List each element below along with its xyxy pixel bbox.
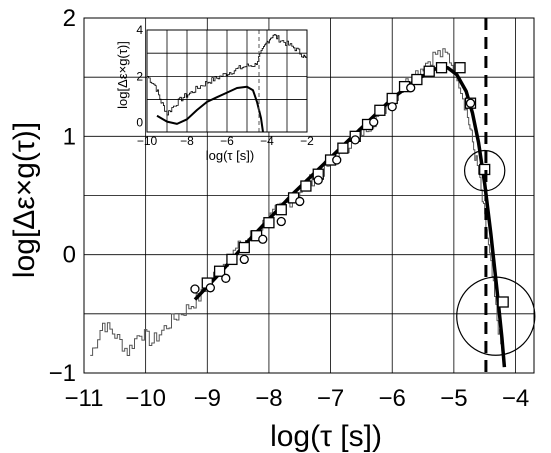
main-x-tick-label: −7 (317, 385, 344, 412)
main-square-marker (386, 92, 398, 105)
main-square-marker (337, 142, 349, 154)
main-square-marker (226, 253, 238, 266)
main-circle-marker (369, 117, 379, 127)
main-frame (83, 17, 535, 374)
inset-chart: −10 −8 −6 −4 −2 0 2 4 log[Δε×g(τ)] log(τ [s]) (115, 23, 314, 163)
inset-x-tick-label: −6 (220, 134, 234, 148)
main-x-tick-label: −8 (255, 385, 282, 412)
main-circle-marker (190, 284, 200, 294)
main-x-tick-label: −11 (65, 385, 104, 412)
main-x-axis-title: log(τ [s]) (270, 420, 382, 453)
main-circle-marker (258, 234, 268, 244)
inset-x-tick-label: −4 (260, 134, 274, 148)
main-x-tick-label: −4 (502, 385, 529, 412)
main-square-marker (411, 73, 423, 86)
main-square-marker (454, 62, 466, 74)
main-y-axis-title: log[Δε×g(τ)] (8, 122, 41, 278)
main-error-circle (456, 276, 536, 356)
inset-plot-area (147, 34, 307, 132)
main-square-marker (300, 180, 312, 192)
main-square-marker (497, 296, 509, 308)
inset-fit-curve (156, 85, 264, 132)
main-circle-marker (465, 98, 476, 108)
main-y-tick-label: 0 (63, 242, 76, 269)
main-square-marker (263, 217, 275, 229)
inset-y-tick-label: 2 (136, 69, 143, 83)
main-square-marker (275, 204, 287, 216)
main-square-marker (238, 241, 250, 254)
inset-noisy-series (147, 34, 307, 116)
main-circle-marker (313, 175, 323, 185)
main-circle-marker (221, 273, 231, 283)
main-circle-marker (295, 196, 305, 207)
main-circle-marker (276, 216, 286, 227)
main-y-tick-label: −1 (49, 360, 76, 387)
inset-frame (146, 29, 308, 133)
main-x-tick-label: −10 (125, 385, 166, 412)
inset-y-axis-title: log[Δε×g(τ)] (115, 41, 130, 109)
main-x-tick-label: −5 (440, 385, 467, 412)
inset-x-tick-label: −2 (300, 134, 314, 148)
main-error-circle (463, 149, 506, 192)
main-circle-marker (350, 135, 360, 145)
main-square-marker (213, 265, 226, 277)
main-y-tick-label: 1 (63, 123, 76, 150)
inset-ticks: −10 −8 −6 −4 −2 0 2 4 (136, 23, 314, 148)
inset-x-tick-label: −8 (180, 134, 194, 148)
inset-x-axis-title: log(τ [s]) (206, 148, 254, 163)
main-square-marker (423, 65, 435, 77)
main-square-marker (435, 62, 448, 74)
main-x-tick-label: −9 (194, 385, 221, 412)
inset-y-tick-label: 0 (136, 116, 143, 130)
main-circle-marker (332, 155, 342, 165)
main-circle-marker (205, 283, 216, 293)
main-x-tick-label: −6 (379, 385, 406, 412)
main-plot-area (90, 48, 509, 368)
main-y-tick-label: 2 (63, 5, 76, 32)
main-circle-marker (239, 254, 249, 265)
main-circle-marker (387, 102, 397, 112)
inset-grid (147, 30, 307, 132)
main-circle-marker (406, 83, 416, 93)
main-square-marker (374, 104, 386, 116)
inset-x-tick-label: −10 (137, 134, 158, 148)
inset-y-tick-label: 4 (136, 23, 143, 37)
